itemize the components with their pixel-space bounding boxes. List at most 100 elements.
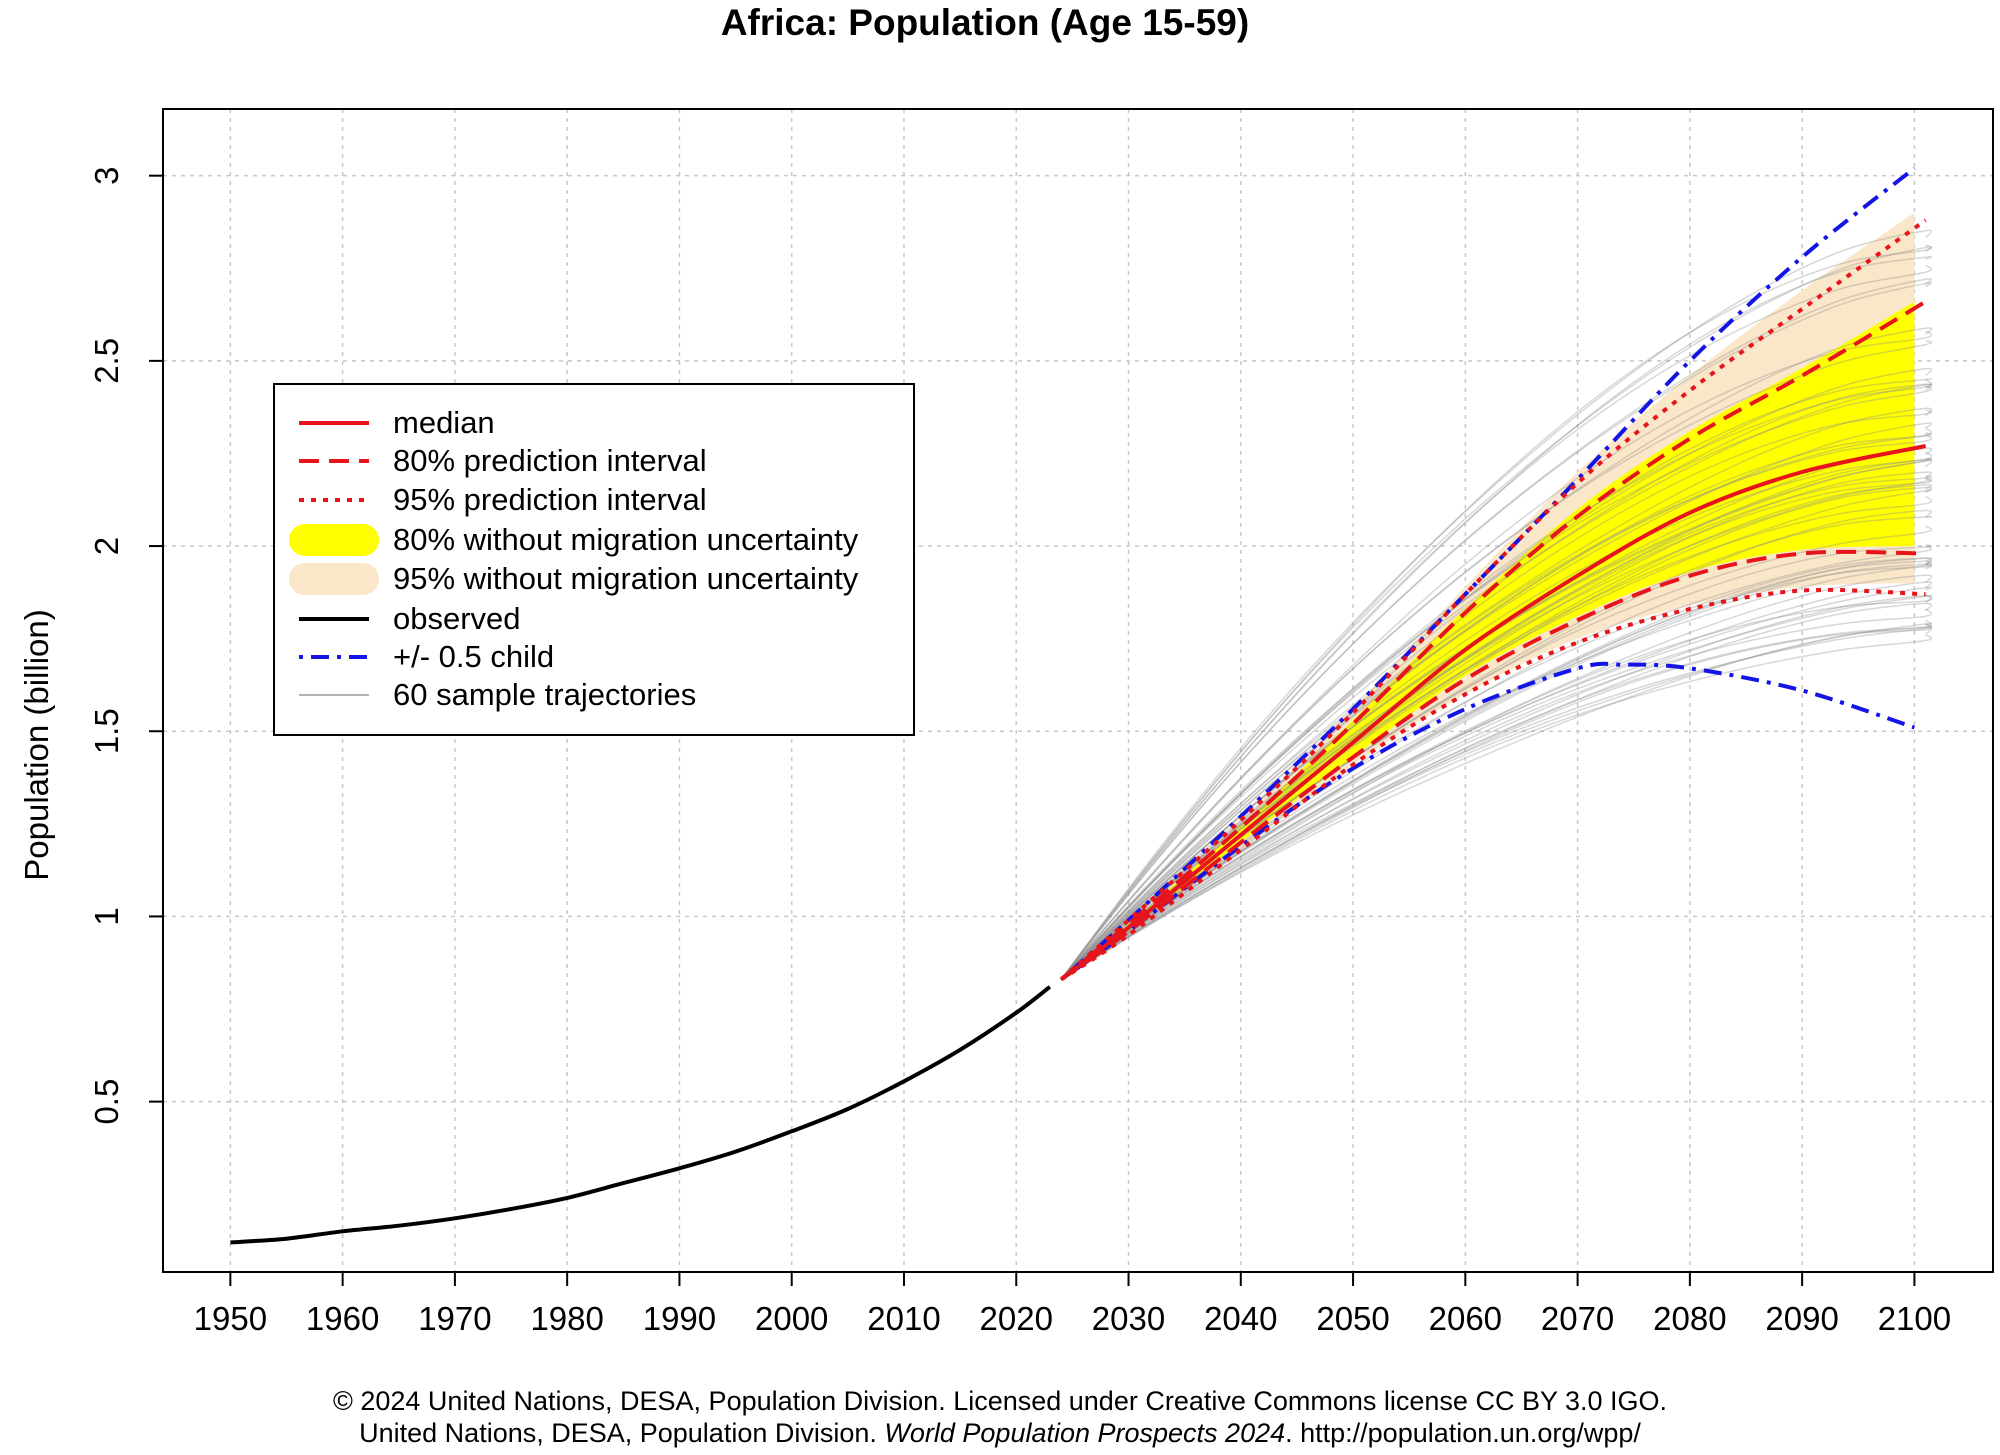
legend-symbol-80pi (299, 459, 369, 463)
sample-trajectory-line (1060, 602, 1933, 981)
sample-trajectory-line (1060, 340, 1933, 980)
legend: median 80% prediction interval 95% predi… (273, 383, 915, 736)
sample-trajectory-line (1060, 383, 1933, 980)
sample-trajectory-line (1060, 626, 1933, 981)
sample-trajectory-line (1060, 385, 1933, 980)
sample-trajectory-line (1060, 367, 1933, 980)
sample-trajectory-line (1060, 471, 1933, 980)
x-tick-label: 2050 (1316, 1300, 1389, 1337)
sample-trajectory-line (1060, 422, 1933, 980)
sample-trajectory-line (1060, 432, 1933, 980)
x-tick-label: 1950 (194, 1300, 267, 1337)
legend-symbol-observed (299, 617, 369, 621)
legend-label: 80% prediction interval (393, 443, 707, 478)
sample-trajectory-line (1060, 623, 1933, 981)
plus-half-child-line (1059, 166, 1916, 981)
x-tick-label: 2060 (1429, 1300, 1502, 1337)
bands-layer (1061, 212, 1915, 980)
sample-trajectory-line (1060, 489, 1933, 980)
sample-trajectory-line (1060, 433, 1933, 980)
pi95-lower-line (1060, 587, 1926, 982)
legend-item-95-nomig: 95% without migration uncertainty (275, 560, 915, 598)
x-tick-label: 1990 (643, 1300, 716, 1337)
sample-trajectory-line (1060, 594, 1933, 981)
sample-trajectory-line (1060, 586, 1933, 981)
sample-trajectory-line (1060, 282, 1933, 980)
sample-trajectory-line (1060, 264, 1933, 980)
band-80-without-migration (1061, 301, 1915, 980)
sample-trajectory-line (1060, 451, 1933, 980)
x-tick-label: 2070 (1541, 1300, 1614, 1337)
sample-trajectory-line (1060, 478, 1933, 980)
sample-trajectory-line (1060, 409, 1933, 980)
x-tick-label: 2100 (1878, 1300, 1951, 1337)
legend-item-samples: 60 sample trajectories (275, 676, 915, 714)
x-axis: 1950 1960 1970 1980 1990 2000 2010 2020 2030 2040… (194, 1272, 1951, 1337)
x-tick-label: 2010 (867, 1300, 940, 1337)
legend-item-median: median (275, 404, 915, 442)
minus-half-child-line (1060, 661, 1916, 982)
footer-copyright: © 2024 United Nations, DESA, Population … (332, 1386, 1668, 1416)
footer-citation-suffix: . http://population.un.org/wpp/ (1285, 1418, 1641, 1448)
sample-trajectory-line (1060, 330, 1933, 980)
legend-label: observed (393, 601, 521, 636)
legend-symbol-95pi (299, 498, 369, 502)
legend-label: 95% prediction interval (393, 482, 707, 517)
sample-trajectory-line (1060, 378, 1933, 980)
legend-item-80-nomig: 80% without migration uncertainty (275, 521, 915, 559)
sample-trajectory-line (1060, 574, 1933, 981)
sample-trajectory-line (1060, 581, 1933, 981)
sample-trajectory-line (1060, 623, 1933, 981)
sample-trajectory-line (1060, 619, 1933, 981)
legend-label: 60 sample trajectories (393, 677, 697, 712)
sample-trajectory-line (1060, 327, 1933, 980)
sample-trajectory-line (1060, 622, 1933, 981)
y-tick-label: 0.5 (88, 1079, 125, 1125)
x-tick-label: 1980 (530, 1300, 603, 1337)
footer-citation-title: World Population Prospects 2024 (884, 1418, 1286, 1448)
footer-citation-prefix: United Nations, DESA, Population Divisio… (359, 1418, 885, 1448)
sample-trajectory-line (1060, 474, 1933, 980)
sample-trajectory-line (1060, 595, 1933, 981)
series-lines (230, 166, 1927, 1245)
sample-trajectory-line (1060, 477, 1933, 980)
sample-trajectory-line (1060, 244, 1933, 980)
legend-symbol-median (299, 421, 369, 425)
y-axis: 0.5 1 1.5 2 2.5 3 (88, 166, 163, 1125)
x-tick-label: 1960 (306, 1300, 379, 1337)
sample-trajectory-line (1060, 378, 1933, 980)
x-tick-label: 2000 (755, 1300, 828, 1337)
y-tick-label: 2.5 (88, 338, 125, 384)
legend-item-half-child: +/- 0.5 child (275, 638, 915, 676)
x-tick-label: 2040 (1204, 1300, 1277, 1337)
sample-trajectory-line (1060, 608, 1933, 981)
legend-symbol-half-child (299, 655, 369, 659)
pi95-upper-line (1059, 218, 1927, 981)
y-tick-label: 1 (88, 907, 125, 925)
sample-trajectory-line (1060, 255, 1933, 980)
legend-label: 80% without migration uncertainty (393, 522, 859, 557)
sample-trajectory-line (1060, 458, 1933, 980)
legend-item-95pi: 95% prediction interval (275, 481, 915, 519)
x-tick-label: 2080 (1653, 1300, 1726, 1337)
sample-trajectory-line (1060, 427, 1933, 980)
legend-symbol-95-nomig (289, 563, 379, 595)
y-tick-label: 2 (88, 537, 125, 555)
legend-item-80pi: 80% prediction interval (275, 442, 915, 480)
pi80-lower-line (1060, 549, 1926, 982)
chart-title: Africa: Population (Age 15-59) (720, 2, 1250, 43)
observed-line (230, 985, 1052, 1245)
legend-label: 95% without migration uncertainty (393, 561, 859, 596)
sample-trajectory-line (1060, 278, 1933, 980)
sample-trajectory-line (1060, 447, 1933, 980)
sample-trajectory-line (1060, 594, 1933, 981)
x-tick-label: 2020 (980, 1300, 1053, 1337)
sample-trajectory-line (1060, 229, 1933, 980)
pi80-upper-line (1059, 299, 1927, 981)
y-axis-label: Population (billion) (18, 609, 55, 881)
legend-symbol-80-nomig (289, 524, 379, 556)
legend-item-observed: observed (275, 600, 915, 638)
y-tick-label: 1.5 (88, 708, 125, 754)
y-tick-label: 3 (88, 166, 125, 184)
